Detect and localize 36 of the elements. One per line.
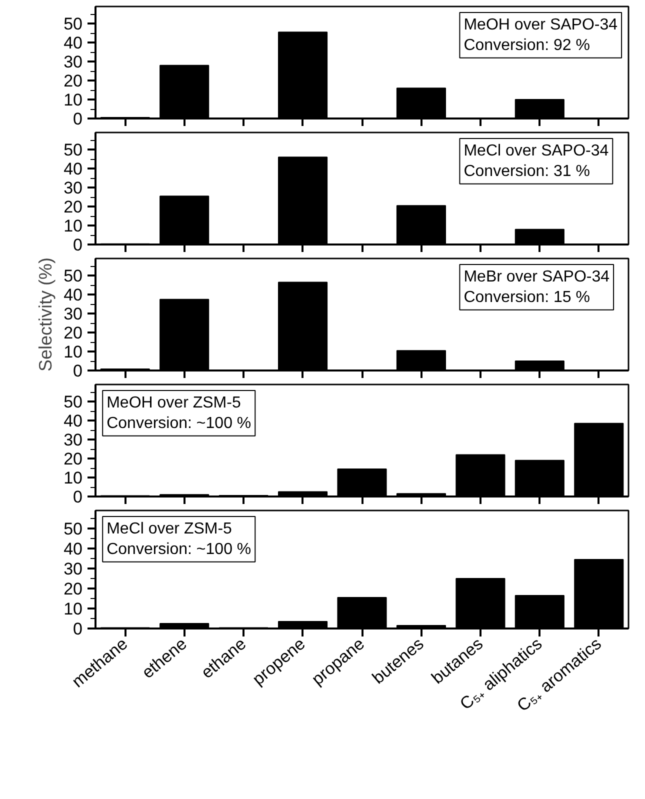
y-tick-label: 50: [64, 14, 83, 34]
y-tick-label: 30: [64, 560, 83, 578]
y-tick-label: 10: [64, 90, 83, 110]
y-tick-label: 30: [64, 178, 83, 198]
y-tick-label: 10: [64, 600, 83, 618]
y-tick-label: 50: [64, 392, 83, 412]
annotation: MeCl over ZSM-5 Conversion: ~100 %: [106, 520, 252, 558]
y-tick-label: 40: [64, 412, 83, 431]
y-tick-label: 10: [64, 468, 83, 488]
y-tick-label: 50: [64, 140, 83, 160]
annotation: MeOH over SAPO-34 Conversion: 92 %: [464, 16, 618, 54]
y-tick-label: 30: [64, 304, 83, 324]
y-tick-label: 0: [73, 488, 83, 506]
y-tick-label: 30: [64, 52, 83, 72]
y-tick-label: 50: [64, 520, 83, 538]
annotation: MeCl over SAPO-34 Conversion: 31 %: [464, 142, 609, 180]
y-tick-label: 10: [64, 342, 83, 362]
y-tick-label: 0: [73, 236, 83, 254]
annotation: MeBr over SAPO-34 Conversion: 15 %: [464, 268, 610, 306]
y-tick-label: 20: [64, 450, 83, 469]
y-tick-label: 40: [64, 286, 83, 305]
y-tick-label: 50: [64, 266, 83, 286]
y-tick-label: 20: [64, 324, 83, 343]
y-tick-label: 0: [73, 362, 83, 380]
y-tick-label: 40: [64, 540, 83, 558]
y-tick-label: 40: [64, 160, 83, 179]
y-axis-title: Selectivity (%): [36, 257, 56, 372]
y-tick-label: 20: [64, 72, 83, 91]
y-tick-label: 0: [73, 110, 83, 128]
y-tick-label: 20: [64, 198, 83, 217]
y-tick-label: 10: [64, 216, 83, 236]
y-tick-label: 20: [64, 580, 83, 598]
y-tick-label: 40: [64, 34, 83, 53]
y-tick-label: 30: [64, 430, 83, 450]
y-tick-label: 0: [73, 620, 83, 638]
annotation: MeOH over ZSM-5 Conversion: ~100 %: [106, 394, 252, 432]
